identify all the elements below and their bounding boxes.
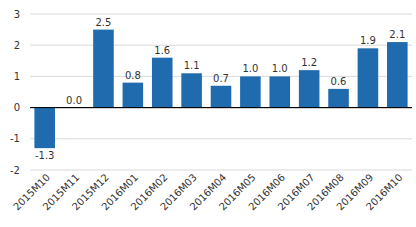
data-label: 2.1 [389, 29, 405, 40]
bar [181, 73, 202, 107]
bar [123, 83, 144, 108]
data-label: 0.8 [125, 70, 141, 81]
data-label: 1.6 [154, 45, 170, 56]
bar [34, 108, 55, 149]
chart: -2 -1 0 1 2 3 -1.3 0.0 2.5 0.8 1.6 1.1 0.7 1.0 1.0 1.2 0… [0, 0, 416, 227]
data-label: 0.6 [331, 76, 347, 87]
data-label: 1.9 [360, 35, 376, 46]
y-tick-label: 1 [14, 71, 20, 82]
data-label: 0.7 [213, 73, 229, 84]
bar [328, 89, 349, 108]
y-tick-label: 0 [14, 102, 20, 113]
bar [358, 48, 379, 107]
grid-line [30, 45, 412, 46]
data-label: 1.0 [272, 63, 288, 74]
bar [93, 30, 114, 108]
bar [387, 42, 408, 108]
data-label: 0.0 [66, 95, 82, 106]
x-tick-label: 2016M10 [364, 172, 405, 213]
bars [34, 30, 407, 149]
data-label: -1.3 [35, 150, 55, 161]
grid-line [30, 170, 412, 171]
y-tick-label: 3 [14, 9, 20, 20]
y-tick-label: -1 [10, 133, 20, 144]
data-label: 1.2 [301, 57, 317, 68]
data-label: 1.0 [242, 63, 258, 74]
bar [211, 86, 232, 108]
bar [299, 70, 320, 107]
data-label: 2.5 [96, 17, 112, 28]
grid-line [30, 138, 412, 139]
grid-line [30, 14, 412, 15]
bar [152, 58, 173, 108]
y-tick-label: 2 [14, 40, 20, 51]
data-label: 1.1 [184, 60, 200, 71]
y-tick-label: -2 [10, 165, 20, 176]
bar [240, 76, 261, 107]
zero-line [30, 107, 412, 108]
bar [269, 76, 290, 107]
grid-line [30, 107, 412, 108]
